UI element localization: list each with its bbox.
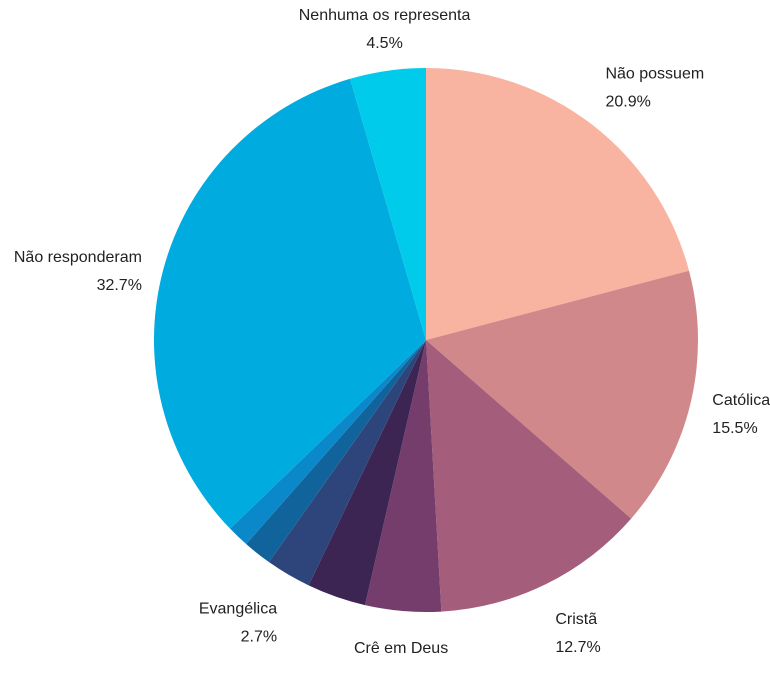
slice-value-label-8: 32.7% <box>97 277 142 294</box>
slice-value-label-5: 2.7% <box>241 629 277 646</box>
slice-value-label-2: 12.7% <box>555 639 600 656</box>
slice-value-label-1: 15.5% <box>712 420 757 437</box>
slice-value-label-0: 20.9% <box>605 93 650 110</box>
slice-label-9: Nenhuma os representa <box>299 7 471 24</box>
slice-label-2: Cristã <box>555 611 597 628</box>
slices-layer <box>154 68 698 612</box>
slice-label-3: Crê em Deus <box>354 640 448 657</box>
slice-label-1: Católica <box>712 392 770 409</box>
slice-value-label-9: 4.5% <box>366 35 402 52</box>
slice-label-8: Não responderam <box>14 249 142 266</box>
slice-label-0: Não possuem <box>605 65 704 82</box>
slice-label-5: Evangélica <box>199 601 277 618</box>
